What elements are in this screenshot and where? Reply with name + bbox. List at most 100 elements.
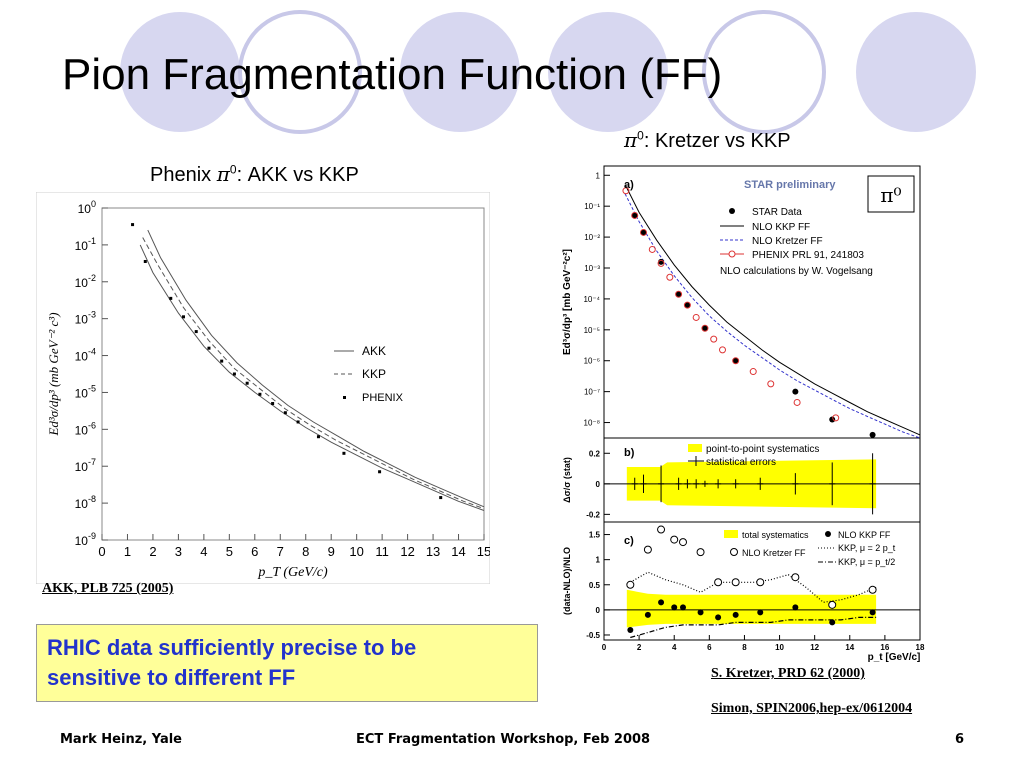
star-data-point: [675, 291, 682, 298]
legend-phenix-prl: PHENIX PRL 91, 241803: [752, 250, 864, 261]
phenix-point: [131, 223, 135, 227]
callout-box: RHIC data sufficiently precise to be sen…: [36, 624, 538, 702]
phenix-x-tick-label: 6: [251, 544, 258, 559]
ref-akk[interactable]: AKK, PLB 725 (2005): [42, 581, 174, 596]
star-c-kretzer-point: [828, 600, 837, 609]
decorative-circle-5: [702, 10, 826, 134]
star-a-y-tick-label: 1: [596, 171, 601, 180]
phenix-point: [194, 330, 198, 334]
phenix-prl-point: [749, 368, 757, 376]
star-x-tick-label: 16: [880, 643, 889, 652]
legend-c-nlo-kkp: NLO KKP FF: [838, 530, 891, 540]
star-x-tick-label: 2: [637, 643, 642, 652]
star-c-y-tick-label: 1.5: [589, 531, 601, 540]
star-c-kretzer-point: [731, 578, 740, 587]
star-b-y-tick-label: -0.2: [586, 510, 600, 519]
legend-akk: AKK: [362, 344, 386, 358]
phenix-prl-point: [719, 346, 726, 354]
star-data-point: [684, 302, 691, 309]
phenix-prl-point: [732, 357, 740, 365]
decorative-circle-1: [120, 12, 240, 132]
legend-kkp-2pt: KKP, μ = 2 p_t: [838, 543, 896, 553]
star-data-point: [640, 229, 647, 236]
phenix-point: [316, 435, 320, 439]
phenix-point: [220, 359, 224, 363]
phenix-prl-point: [675, 290, 683, 298]
star-panel-c-label: c): [624, 535, 634, 547]
star-a-y-tick-label: 10⁻⁸: [584, 419, 601, 428]
star-b-y-tick-label: 0.2: [589, 449, 601, 458]
phenix-curve-akk-band-: [147, 229, 485, 508]
star-c-kretzer-point: [868, 585, 877, 594]
phenix-point: [232, 372, 236, 376]
legend-nlo-kkp: NLO KKP FF: [752, 222, 810, 233]
star-b-ylabel: Δσ/σ (stat): [562, 457, 572, 503]
ref-kretzer[interactable]: S. Kretzer, PRD 62 (2000): [711, 666, 865, 681]
star-x-tick-label: 10: [775, 643, 784, 652]
phenix-x-tick-label: 11: [375, 544, 389, 559]
star-c-ylabel: (data-NLO)/NLO: [562, 547, 572, 615]
phenix-x-tick-label: 4: [200, 544, 207, 559]
phenix-point: [378, 470, 382, 474]
phenix-prl-point: [657, 259, 665, 267]
right-chart-caption: π0: Kretzer vs KKP: [624, 128, 791, 153]
phenix-prl-point: [648, 245, 656, 253]
slide-title: Pion Fragmentation Function (FF): [62, 50, 723, 99]
legend-vogelsang-note: NLO calculations by W. Vogelsang: [720, 266, 873, 277]
star-c-kkp-point: [671, 604, 678, 611]
star-xlabel: p_t [GeV/c]: [868, 652, 921, 663]
decorative-circle-6: [856, 12, 976, 132]
left-chart-caption: Phenix π0: AKK vs KKP: [150, 162, 359, 187]
star-c-kkp-point: [697, 609, 704, 616]
star-c-kkp-point: [869, 609, 876, 616]
star-legend-a: STAR Data NLO KKP FF NLO Kretzer FF PHEN…: [720, 207, 873, 277]
phenix-prl-point: [701, 324, 709, 332]
star-c-kkp-point: [680, 604, 686, 611]
phenix-point: [207, 346, 211, 350]
decorative-circle-3: [400, 12, 520, 132]
decorative-circle-4: [548, 12, 668, 132]
star-panel-a-label: a): [624, 179, 634, 191]
left-caption-text: Phenix: [150, 164, 217, 186]
star-b-y-tick-label: 0: [596, 480, 601, 489]
star-c-kretzer-point: [714, 578, 723, 587]
star-x-tick-label: 12: [810, 643, 819, 652]
phenix-point: [283, 411, 287, 415]
footer-author: Mark Heinz, Yale: [60, 732, 182, 747]
star-data-point: [701, 325, 708, 332]
star-c-kretzer-point: [626, 580, 635, 589]
pi0-symbol: π⁰: [880, 183, 901, 207]
star-a-y-tick-label: 10⁻⁴: [583, 295, 600, 304]
star-a-y-tick-label: 10⁻¹: [584, 202, 600, 211]
star-c-kkp-point: [715, 614, 722, 621]
star-c-y-tick-label: -0.5: [586, 631, 600, 640]
phenix-point: [169, 296, 173, 300]
star-c-kretzer-point: [679, 538, 687, 547]
decorative-circles: [120, 10, 976, 134]
phenix-prl-point: [631, 211, 639, 219]
phenix-xlabel: p_T (GeV/c): [257, 565, 328, 580]
ref-simon[interactable]: Simon, SPIN2006,hep-ex/0612004: [711, 701, 913, 716]
pi0-symbol-box: [867, 175, 915, 213]
phenix-x-tick-label: 14: [451, 544, 465, 559]
star-data-point: [829, 416, 836, 423]
star-c-kkp-point: [627, 626, 634, 633]
star-c-kkp-point: [658, 599, 665, 606]
star-c-kretzer-point: [657, 525, 666, 534]
phenix-x-tick-label: 2: [149, 544, 156, 559]
legend-phenix: PHENIX: [362, 392, 404, 404]
phenix-y-tick-label: 100: [78, 199, 96, 216]
phenix-prl-point: [640, 228, 647, 236]
star-c-kkp-point: [829, 619, 836, 626]
phenix-point: [181, 315, 185, 319]
star-c-y-tick-label: 0: [596, 606, 601, 615]
star-a-ylabel: Ed³σ/dp³ [mb GeV⁻²c²]: [562, 249, 573, 355]
right-caption-sup: 0: [637, 128, 644, 143]
star-x-tick-label: 0: [602, 643, 607, 652]
star-c-systematics-band: [626, 589, 877, 628]
phenix-y-tick-label: 10-5: [75, 383, 96, 400]
callout-line-1: RHIC data sufficiently precise to be: [47, 635, 417, 660]
star-c-kretzer-point: [696, 548, 705, 557]
phenix-x-tick-label: 0: [98, 544, 105, 559]
star-a-curve-kkp: [624, 184, 921, 436]
